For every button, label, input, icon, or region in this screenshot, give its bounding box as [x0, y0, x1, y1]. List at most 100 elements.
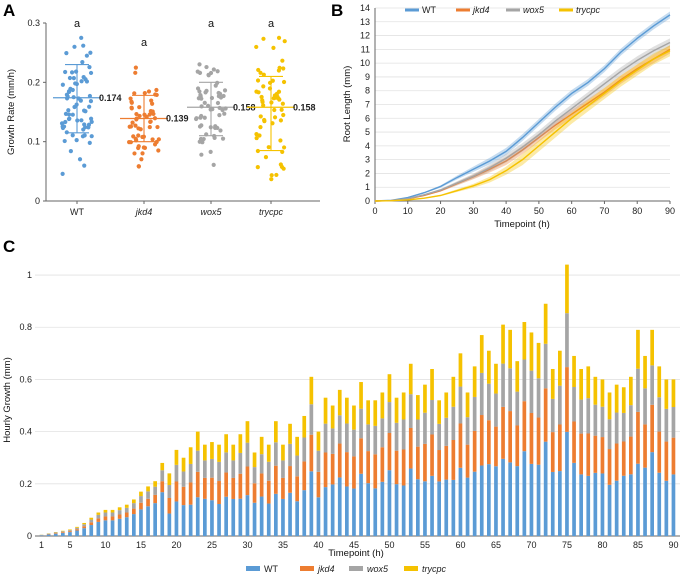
panel-c-bar-jkd4 — [61, 532, 65, 533]
panel-a-point — [153, 92, 158, 97]
panel-c-bar-wox5 — [636, 368, 640, 412]
panel-c-bar-WT — [309, 471, 314, 536]
panel-a-point — [154, 139, 159, 145]
panel-c-bar-jkd4 — [366, 451, 370, 484]
panel-c-bar-wox5 — [238, 452, 243, 474]
panel-c-bar-wox5 — [203, 460, 207, 478]
panel-c-bar-wox5 — [515, 391, 520, 426]
panel-c-bar-jkd4 — [245, 466, 250, 496]
panel-a-point — [132, 151, 137, 156]
panel-b-y-tick-label: 13 — [360, 17, 370, 27]
panel-c-bar-wox5 — [302, 437, 307, 462]
panel-c-bar-wox5 — [252, 467, 257, 484]
panel-b-y-tick-label: 14 — [360, 3, 370, 13]
panel-c-bar-wox5 — [337, 415, 342, 444]
panel-a-point — [217, 113, 222, 118]
panel-c-bar-trycpc — [75, 526, 79, 528]
panel-c-bar-WT — [465, 477, 470, 536]
panel-c-bar-wox5 — [401, 419, 406, 450]
panel-c-bar-jkd4 — [75, 529, 79, 531]
panel-label-b: B — [331, 1, 343, 20]
panel-c-bar-WT — [479, 465, 484, 536]
panel-a-point — [281, 112, 286, 118]
panel-c-bar-WT — [629, 474, 633, 536]
panel-a-point — [87, 65, 92, 70]
panel-b-y-tick-label: 10 — [360, 58, 370, 68]
panel-label-a: A — [3, 1, 15, 20]
panel-a-x-tick-label: wox5 — [200, 207, 222, 217]
panel-a-y-tick-label: 0 — [35, 196, 40, 206]
panel-c-bar-trycpc — [61, 530, 65, 532]
panel-c-y-label: Hourly Growth (mm) — [2, 357, 13, 443]
panel-c-bar-wox5 — [579, 399, 583, 434]
panel-a-point — [254, 135, 259, 141]
panel-c-bar-wox5 — [423, 412, 427, 444]
panel-c-bar-wox5 — [572, 386, 576, 422]
panel-c-bar-wox5 — [614, 412, 619, 444]
panel-a-point — [258, 70, 263, 75]
panel-c-bar-WT — [89, 525, 94, 536]
panel-c-x-tick-label: 45 — [349, 540, 359, 550]
panel-a-point — [156, 148, 161, 153]
panel-c-bar-wox5 — [558, 385, 562, 425]
panel-c-bar-jkd4 — [529, 413, 534, 464]
panel-a-point — [136, 144, 141, 149]
panel-a-point — [200, 140, 205, 145]
panel-c-bar-trycpc — [224, 434, 228, 453]
panel-c-bar-jkd4 — [550, 432, 555, 472]
panel-c-bar-trycpc — [252, 452, 257, 468]
panel-a-point — [155, 124, 160, 130]
panel-a-point — [260, 99, 265, 105]
panel-c-bar-wox5 — [607, 419, 612, 450]
panel-a-point — [66, 108, 71, 113]
panel-c-bar-trycpc — [607, 392, 612, 420]
panel-c-bar-wox5 — [61, 531, 65, 533]
panel-c-bar-wox5 — [167, 485, 172, 498]
panel-c-bar-trycpc — [110, 509, 115, 513]
panel-c-bar-jkd4 — [132, 508, 136, 515]
panel-a-point — [202, 100, 207, 105]
panel-a-point — [81, 43, 86, 48]
panel-c-bar-trycpc — [380, 392, 385, 419]
panel-c-bar-jkd4 — [536, 417, 541, 465]
panel-c-bar-jkd4 — [259, 473, 264, 497]
panel-c-bar-WT — [259, 496, 264, 536]
panel-c-bar-trycpc — [600, 379, 605, 407]
panel-c-bar-trycpc — [636, 329, 640, 369]
panel-c-bar-wox5 — [536, 378, 541, 418]
panel-c-bar-jkd4 — [522, 401, 527, 452]
panel-c-bar-WT — [146, 506, 150, 536]
panel-c-bar-WT — [117, 518, 122, 536]
panel-a-point — [82, 133, 87, 138]
panel-c-bar-jkd4 — [309, 434, 314, 472]
panel-a-point — [139, 157, 144, 162]
panel-c-bar-jkd4 — [494, 426, 498, 467]
panel-c-bar-wox5 — [366, 424, 370, 452]
panel-c-bar-jkd4 — [586, 433, 591, 476]
panel-b-y-tick-label: 1 — [365, 182, 370, 192]
panel-c-bar-trycpc — [316, 431, 321, 451]
panel-c-bar-WT — [579, 474, 583, 536]
panel-c-bar-jkd4 — [671, 437, 676, 475]
panel-c-bar-trycpc — [195, 431, 200, 451]
panel-c-bar-WT — [536, 464, 541, 536]
panel-c-bar-wox5 — [288, 443, 292, 467]
panel-a-point — [197, 124, 203, 129]
panel-c-bar-wox5 — [352, 429, 356, 457]
panel-a-point — [64, 51, 69, 56]
panel-c-bar-jkd4 — [572, 421, 576, 463]
panel-a-point — [66, 116, 72, 122]
panel-c-bar-WT — [636, 463, 640, 536]
panel-c-bar-WT — [153, 503, 157, 536]
panel-a-group-WT: 0.174 a WT — [53, 18, 122, 217]
panel-c-bar-trycpc — [132, 499, 136, 504]
panel-c-bar-trycpc — [82, 522, 86, 525]
panel-c-bar-jkd4 — [373, 454, 378, 489]
panel-c-bar-wox5 — [416, 419, 420, 447]
panel-c-bar-wox5 — [132, 503, 136, 509]
panel-c-bar-trycpc — [167, 473, 172, 486]
panel-c-bar-jkd4 — [288, 466, 292, 493]
panel-c-bar-jkd4 — [416, 446, 420, 480]
panel-c-bar-trycpc — [621, 387, 626, 413]
panel-a-point — [279, 107, 284, 112]
